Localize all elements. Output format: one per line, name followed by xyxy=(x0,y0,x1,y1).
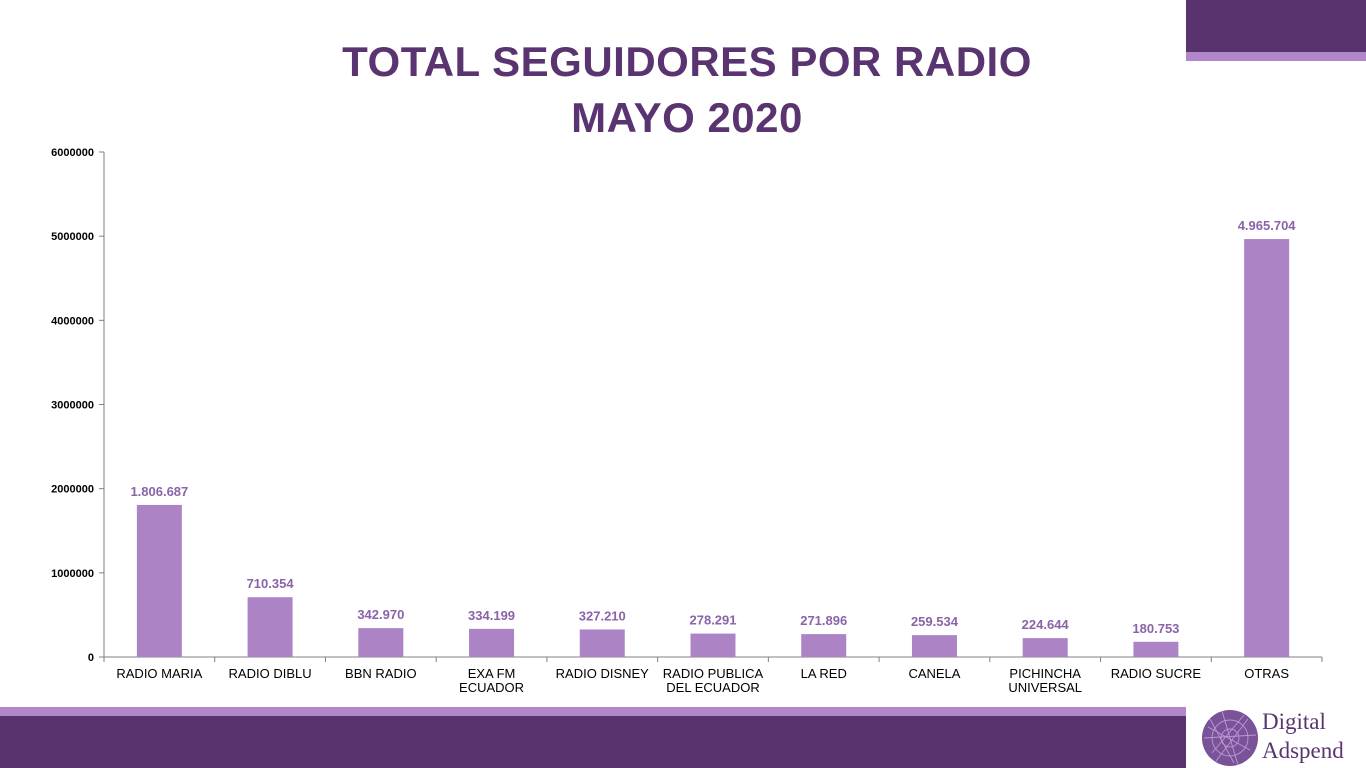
footer-accent-dark xyxy=(0,716,1186,768)
corner-accent-light xyxy=(1186,52,1366,61)
bar xyxy=(1244,239,1290,657)
x-category-label: RADIO DIBLU xyxy=(229,666,312,681)
data-label: 278.291 xyxy=(690,613,737,628)
x-category-label: BBN RADIO xyxy=(345,666,417,681)
bar xyxy=(579,629,625,657)
x-category-label: RADIO DISNEY xyxy=(556,666,650,681)
data-label: 224.644 xyxy=(1022,617,1070,632)
y-tick-label: 0 xyxy=(88,652,94,664)
bar xyxy=(801,634,847,657)
y-tick-label: 3000000 xyxy=(51,400,94,412)
bar xyxy=(1022,638,1068,657)
bar-chart: 0 1000000 2000000 3000000 4000000 5000000 6000… xyxy=(51,147,1323,695)
x-category-label: DEL ECUADOR xyxy=(666,680,759,695)
data-label: 342.970 xyxy=(357,607,404,622)
x-category-label: EXA FM xyxy=(468,666,516,681)
data-label: 180.753 xyxy=(1132,621,1179,636)
bar xyxy=(911,635,957,657)
data-label: 327.210 xyxy=(579,608,626,623)
logo-text-line-2: Adspend xyxy=(1262,738,1344,763)
x-category-label: CANELA xyxy=(908,666,960,681)
bar xyxy=(358,628,404,657)
x-category-label: LA RED xyxy=(801,666,847,681)
corner-accent-dark xyxy=(1186,0,1366,52)
bar xyxy=(136,504,182,657)
bar xyxy=(1133,641,1179,657)
data-label: 4.965.704 xyxy=(1238,218,1297,233)
y-tick-label: 5000000 xyxy=(51,231,94,243)
y-tick-label: 4000000 xyxy=(51,315,94,327)
bar xyxy=(247,597,293,657)
x-category-label: UNIVERSAL xyxy=(1008,680,1082,695)
x-category-label: RADIO MARIA xyxy=(116,666,202,681)
bar xyxy=(690,633,736,657)
y-tick-label: 6000000 xyxy=(51,147,94,159)
data-label: 710.354 xyxy=(247,576,295,591)
bar xyxy=(469,628,515,657)
x-category-label: OTRAS xyxy=(1244,666,1289,681)
footer-accent-light xyxy=(0,707,1186,716)
chart-title-line-2: MAYO 2020 xyxy=(571,94,803,141)
chart-title-line-1: TOTAL SEGUIDORES POR RADIO xyxy=(342,38,1032,85)
data-label: 334.199 xyxy=(468,608,515,623)
x-category-label: ECUADOR xyxy=(459,680,524,695)
digital-adspend-logo-icon xyxy=(1202,710,1258,766)
logo-text-line-1: Digital xyxy=(1262,709,1326,734)
x-category-label: PICHINCHA xyxy=(1009,666,1081,681)
data-label: 1.806.687 xyxy=(130,484,188,499)
y-tick-label: 2000000 xyxy=(51,484,94,496)
data-label: 271.896 xyxy=(800,613,847,628)
x-category-label: RADIO PUBLICA xyxy=(663,666,764,681)
data-label: 259.534 xyxy=(911,614,959,629)
x-category-label: RADIO SUCRE xyxy=(1111,666,1202,681)
y-tick-label: 1000000 xyxy=(51,568,94,580)
